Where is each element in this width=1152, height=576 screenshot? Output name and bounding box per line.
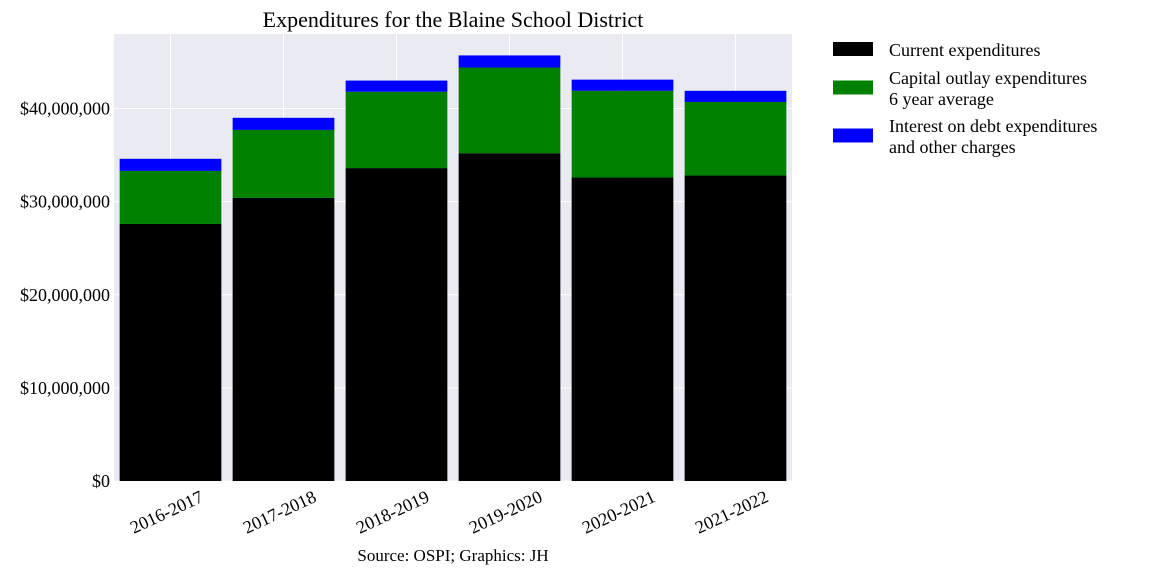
- y-tick-label-1: $10,000,000: [20, 378, 110, 398]
- bar-2017-2018-series-0: [232, 197, 335, 481]
- bar-2018-2019-series-1: [345, 91, 448, 169]
- bar-2020-2021-series-0: [571, 177, 674, 481]
- bar-2021-2022-series-0: [684, 175, 787, 482]
- legend-label-2-line-1: and other charges: [889, 137, 1016, 157]
- bar-2017-2018-series-1: [232, 129, 335, 198]
- x-tick-label-2016-2017: 2016-2017: [127, 486, 206, 537]
- x-tick-label-2017-2018: 2017-2018: [240, 486, 319, 537]
- bar-2019-2020-series-0: [458, 153, 561, 481]
- y-tick-label-3: $30,000,000: [20, 192, 110, 212]
- x-tick-label-2021-2022: 2021-2022: [692, 486, 771, 537]
- bar-2020-2021-series-2: [571, 79, 674, 91]
- y-tick-label-0: $0: [92, 471, 110, 491]
- legend: Current expenditures Capital outlay expen…: [833, 40, 1097, 157]
- y-axis-tick-labels: $0 $10,000,000 $20,000,000 $30,000,000 $40,0…: [20, 99, 110, 492]
- bar-2018-2019-series-2: [345, 80, 448, 92]
- legend-label-0-line-0: Current expenditures: [889, 40, 1040, 60]
- bars: [119, 55, 787, 482]
- bar-2018-2019-series-0: [345, 168, 448, 481]
- legend-label-2-line-0: Interest on debt expenditures: [889, 116, 1097, 136]
- bar-2021-2022-series-2: [684, 90, 787, 102]
- legend-label-1-line-1: 6 year average: [889, 89, 994, 109]
- bar-2016-2017-series-2: [119, 158, 222, 171]
- bar-2017-2018-series-2: [232, 117, 335, 130]
- bar-2016-2017-series-0: [119, 223, 222, 481]
- x-tick-label-2019-2020: 2019-2020: [466, 486, 545, 537]
- x-tick-label-2020-2021: 2020-2021: [579, 486, 658, 537]
- bar-2019-2020-series-2: [458, 55, 561, 68]
- bar-2021-2022-series-1: [684, 101, 787, 176]
- bar-2020-2021-series-1: [571, 90, 674, 178]
- legend-swatch-1: [833, 80, 873, 95]
- y-tick-label-4: $40,000,000: [20, 99, 110, 119]
- x-tick-label-2018-2019: 2018-2019: [353, 486, 432, 537]
- legend-label-1-line-0: Capital outlay expenditures: [889, 68, 1087, 88]
- x-axis-label: Source: OSPI; Graphics: JH: [357, 546, 548, 565]
- bar-2016-2017-series-1: [119, 170, 222, 224]
- chart-title: Expenditures for the Blaine School Distr…: [263, 7, 644, 32]
- y-tick-label-2: $20,000,000: [20, 285, 110, 305]
- bar-2019-2020-series-1: [458, 67, 561, 154]
- legend-swatch-2: [833, 128, 873, 143]
- x-axis-tick-labels: 2016-2017 2017-2018 2018-2019 2019-2020 2020…: [127, 486, 771, 537]
- legend-swatch-0: [833, 42, 873, 56]
